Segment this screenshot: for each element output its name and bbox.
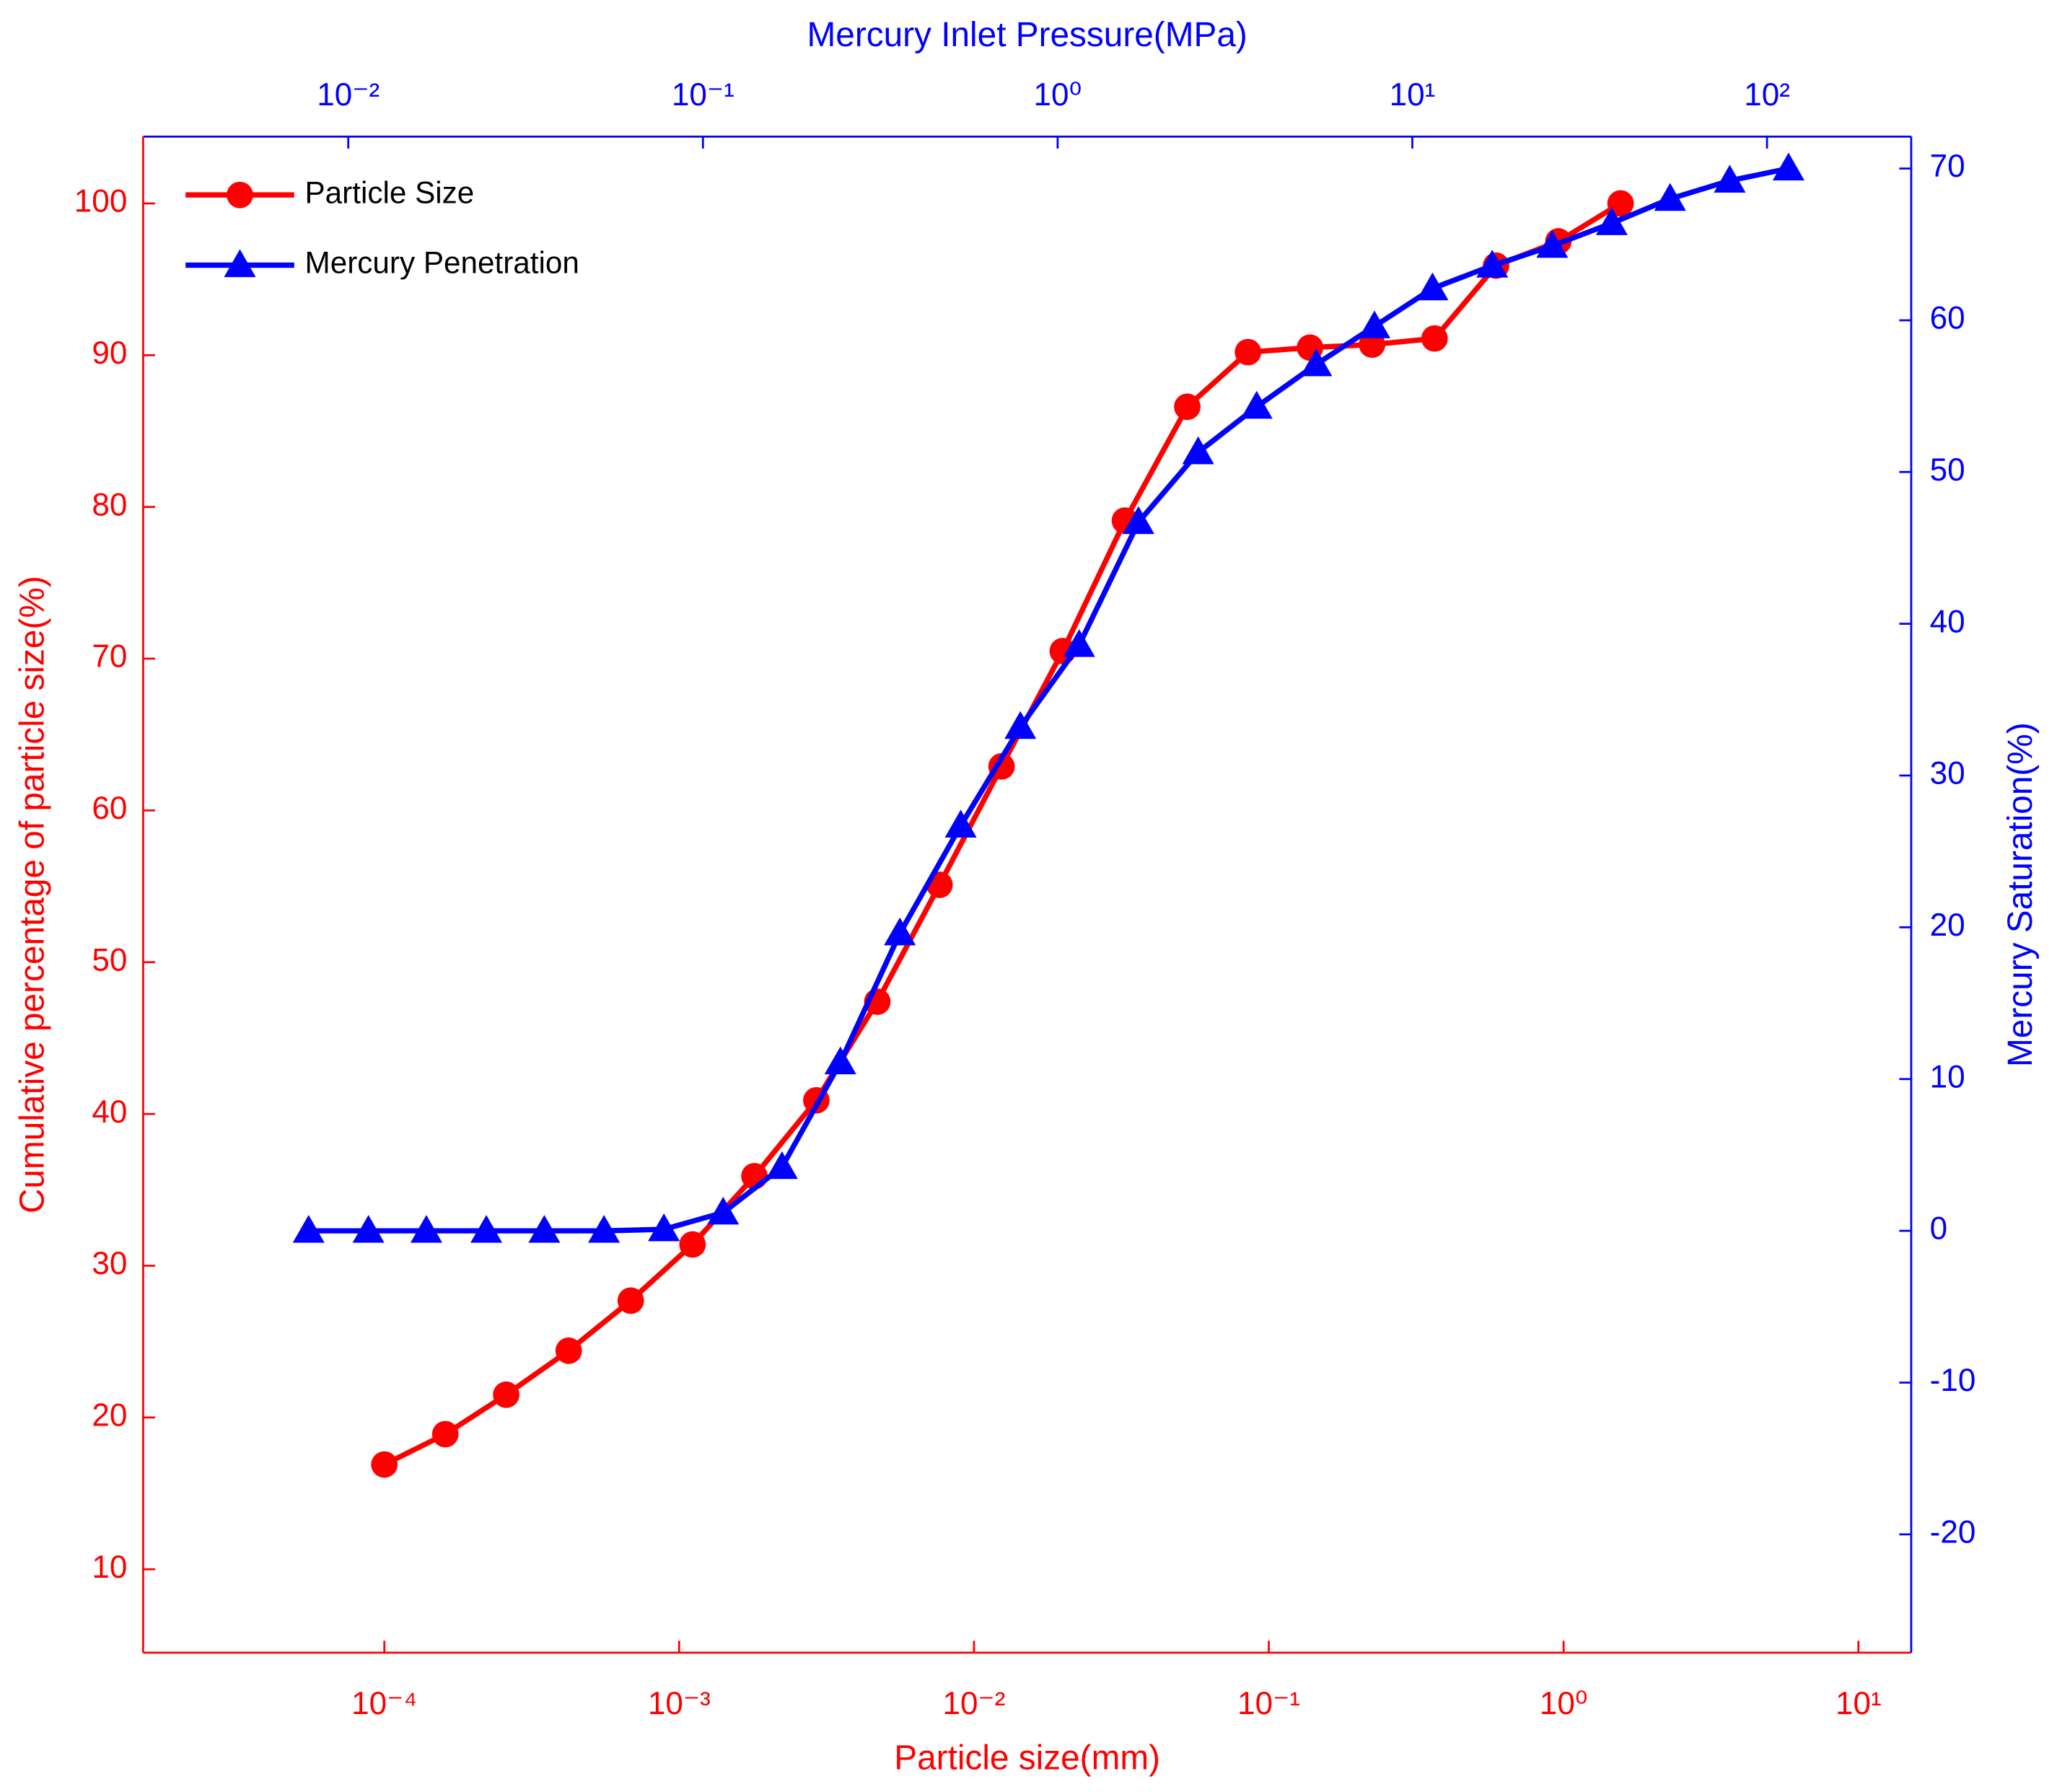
y2-tick-label: -10 bbox=[1930, 1363, 1976, 1398]
marker bbox=[884, 917, 916, 946]
y-tick-label: 20 bbox=[92, 1397, 127, 1433]
marker bbox=[1122, 506, 1154, 535]
marker bbox=[1772, 152, 1804, 181]
x-axis-label: Particle size(mm) bbox=[894, 1739, 1160, 1777]
x2-tick-label: 10⁻¹ bbox=[672, 77, 734, 113]
marker bbox=[1476, 250, 1509, 278]
y-tick-label: 70 bbox=[92, 639, 127, 675]
marker bbox=[588, 1215, 620, 1243]
marker bbox=[648, 1213, 680, 1242]
legend-marker bbox=[224, 249, 256, 278]
x-tick-label: 10⁻¹ bbox=[1237, 1686, 1300, 1721]
y-tick-label: 10 bbox=[92, 1550, 127, 1585]
marker bbox=[1174, 393, 1201, 421]
y2-axis-label: Mercury Saturation(%) bbox=[2001, 722, 2040, 1067]
y2-tick-label: -20 bbox=[1930, 1514, 1976, 1550]
y-tick-label: 60 bbox=[92, 791, 127, 826]
y2-tick-label: 60 bbox=[1930, 301, 1965, 336]
y2-tick-label: 20 bbox=[1930, 908, 1965, 943]
marker bbox=[410, 1215, 442, 1243]
marker bbox=[707, 1196, 740, 1225]
y2-tick-label: 10 bbox=[1930, 1059, 1965, 1094]
y2-tick-label: 50 bbox=[1930, 452, 1965, 488]
marker bbox=[1595, 207, 1628, 235]
y2-tick-label: 70 bbox=[1930, 149, 1965, 184]
legend-label: Mercury Penetration bbox=[305, 246, 579, 280]
marker bbox=[1421, 325, 1448, 352]
marker bbox=[352, 1215, 385, 1243]
x2-tick-label: 10² bbox=[1744, 77, 1790, 113]
x-tick-label: 10⁻² bbox=[942, 1686, 1005, 1721]
marker bbox=[1234, 338, 1262, 366]
marker bbox=[1063, 629, 1095, 657]
marker bbox=[824, 1046, 856, 1075]
marker bbox=[1358, 310, 1391, 338]
x-tick-label: 10⁻⁴ bbox=[351, 1686, 417, 1721]
marker bbox=[1416, 272, 1449, 301]
marker bbox=[1536, 229, 1569, 258]
marker bbox=[1607, 190, 1634, 217]
series-line bbox=[383, 201, 1623, 1467]
x-tick-label: 10¹ bbox=[1835, 1686, 1882, 1721]
marker bbox=[493, 1381, 519, 1408]
y2-tick-label: 30 bbox=[1930, 756, 1965, 791]
marker bbox=[1182, 436, 1214, 465]
marker bbox=[766, 1151, 798, 1180]
y-tick-label: 50 bbox=[92, 942, 127, 978]
y2-tick-label: 40 bbox=[1930, 604, 1965, 639]
y-tick-label: 30 bbox=[92, 1246, 127, 1281]
y-tick-label: 100 bbox=[74, 184, 128, 219]
y-tick-label: 80 bbox=[92, 487, 127, 522]
marker bbox=[528, 1215, 561, 1243]
marker bbox=[371, 1451, 398, 1478]
marker bbox=[431, 1420, 459, 1448]
series-line bbox=[308, 165, 1789, 1234]
marker bbox=[470, 1215, 503, 1243]
x2-axis-label: Mercury Inlet Pressure(MPa) bbox=[807, 16, 1247, 54]
y-axis-label: Cumulative percentage of particle size(%… bbox=[13, 576, 51, 1213]
marker bbox=[1654, 183, 1686, 211]
x2-tick-label: 10⁻² bbox=[317, 77, 380, 113]
marker bbox=[1714, 164, 1746, 193]
x-tick-label: 10⁰ bbox=[1540, 1686, 1588, 1721]
marker bbox=[555, 1337, 582, 1364]
marker bbox=[679, 1231, 706, 1258]
marker bbox=[1300, 348, 1333, 377]
y-tick-label: 90 bbox=[92, 335, 127, 371]
marker bbox=[1240, 390, 1273, 419]
legend-label: Particle Size bbox=[305, 175, 475, 209]
marker bbox=[292, 1215, 325, 1243]
marker bbox=[617, 1287, 644, 1314]
marker bbox=[1004, 711, 1037, 739]
x2-tick-label: 10¹ bbox=[1390, 77, 1436, 113]
marker bbox=[944, 809, 977, 838]
x2-tick-label: 10⁰ bbox=[1034, 77, 1082, 113]
x-tick-label: 10⁻³ bbox=[648, 1686, 711, 1721]
y-tick-label: 40 bbox=[92, 1094, 127, 1130]
legend-marker bbox=[227, 181, 253, 208]
y2-tick-label: 0 bbox=[1930, 1211, 1948, 1247]
